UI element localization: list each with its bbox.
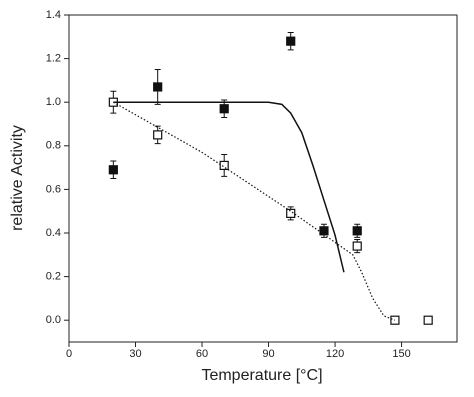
data-point — [153, 130, 163, 140]
data-point — [286, 36, 296, 46]
data-point — [423, 315, 433, 325]
plot-frame — [68, 14, 458, 343]
x-tick-label: 60 — [196, 348, 208, 360]
y-tick-label: 0.8 — [46, 140, 61, 152]
y-axis-label: relative Activity — [9, 125, 26, 231]
y-tick-label: 0.2 — [46, 271, 61, 283]
y-tick-label: 0.0 — [46, 314, 61, 326]
y-tick-label: 1.0 — [46, 96, 61, 108]
x-axis-label: Temperature [°C] — [201, 367, 322, 384]
x-tick-label: 120 — [326, 348, 344, 360]
x-tick-label: 90 — [262, 348, 274, 360]
y-tick-label: 0.6 — [46, 183, 61, 195]
y-tick-label: 1.4 — [46, 9, 61, 21]
x-tick-label: 30 — [129, 348, 141, 360]
data-point — [219, 104, 229, 114]
data-point — [108, 165, 118, 175]
y-tick-label: 0.4 — [46, 227, 61, 239]
fit-line — [113, 101, 345, 273]
data-point — [352, 226, 362, 236]
data-point — [319, 226, 329, 236]
fit-line — [113, 101, 396, 321]
data-point — [153, 82, 163, 92]
data-point — [219, 160, 229, 171]
y-tick-label: 1.2 — [46, 53, 61, 65]
x-tick-label: 150 — [392, 348, 410, 360]
data-point — [352, 241, 362, 251]
data-point — [286, 208, 296, 218]
x-tick-label: 0 — [66, 348, 72, 360]
